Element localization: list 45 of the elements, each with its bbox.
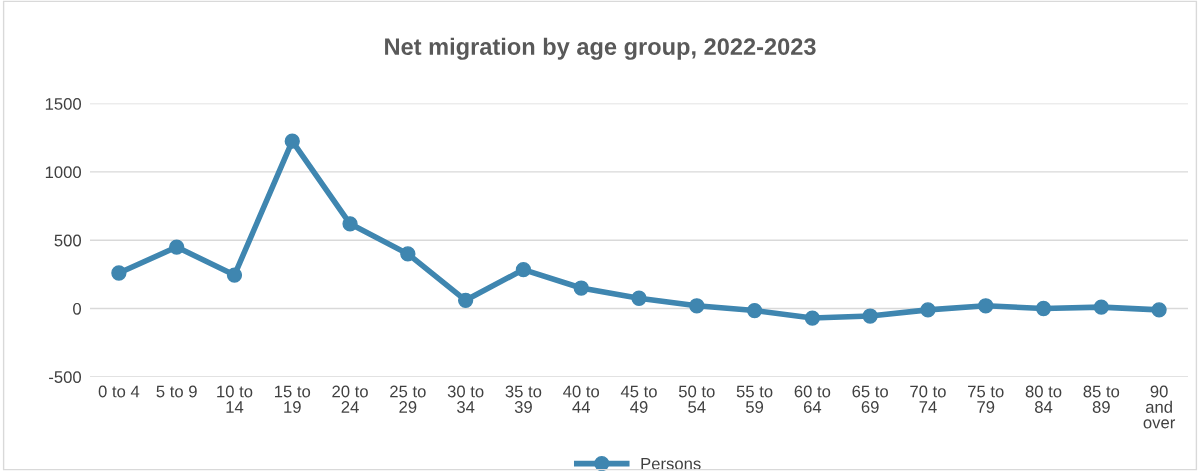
point (573, 280, 589, 296)
x-tick-label: 75 to 79 (968, 385, 1004, 413)
point (111, 265, 127, 281)
point (920, 302, 936, 318)
x-tick-label: 50 to 54 (678, 385, 715, 413)
point (342, 216, 358, 232)
x-tick-label: 25 to 29 (390, 385, 426, 413)
x-tick-label: 70 to 74 (910, 385, 946, 413)
point (515, 261, 532, 278)
x-tick-label: 15 to 19 (275, 385, 311, 413)
point (457, 292, 474, 308)
y-tick-label: 500 (54, 234, 82, 247)
point (284, 133, 300, 149)
point (746, 302, 763, 319)
x-tick-label: 20 to 24 (332, 385, 368, 413)
x-tick-label: 65 to 69 (852, 385, 888, 413)
x-tick-label: 35 to 39 (505, 385, 542, 413)
point (689, 298, 705, 314)
x-tick-label: 5 to 9 (156, 385, 197, 398)
y-tick-label: 0 (73, 302, 82, 315)
x-tick-label: 0 to 4 (98, 385, 140, 398)
point (1093, 299, 1109, 315)
legend-label: Persons (641, 457, 701, 470)
x-tick-label: 85 to 89 (1083, 385, 1120, 413)
x-tick-label: 30 to 34 (447, 385, 484, 413)
x-tick-label: 60 to 64 (794, 385, 831, 413)
point (1151, 302, 1167, 318)
point (400, 246, 416, 262)
point (169, 239, 185, 255)
x-tick-label: 90 and over (1143, 385, 1176, 429)
x-tick-label: 45 to 49 (620, 385, 657, 413)
point (1035, 300, 1052, 317)
point (804, 310, 821, 326)
x-tick-label: 80 to 84 (1025, 385, 1062, 413)
x-tick-label: 10 to 14 (217, 385, 253, 413)
point (862, 308, 878, 324)
x-tick-label: 40 to 44 (563, 385, 600, 413)
x-tick-label: 55 to 59 (736, 385, 773, 413)
y-tick-label: 1000 (45, 166, 82, 179)
point (978, 298, 994, 314)
point (631, 290, 647, 306)
y-tick-label: 1500 (45, 98, 82, 110)
chart-title: Net migration by age group, 2022-2023 (385, 37, 816, 60)
y-tick-label: -500 (49, 371, 82, 383)
point (226, 267, 243, 283)
